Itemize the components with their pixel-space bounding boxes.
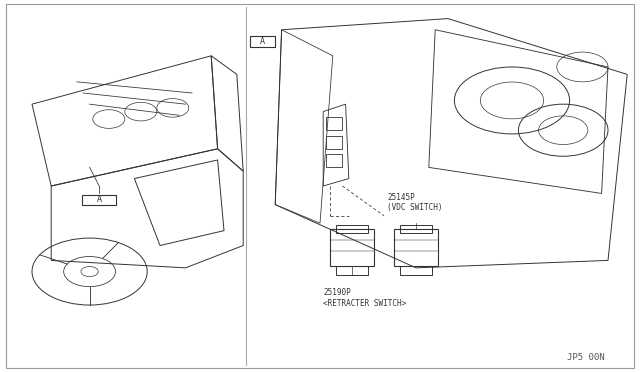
Bar <box>336 225 368 232</box>
Bar <box>330 229 374 266</box>
Bar <box>400 266 432 275</box>
Text: 25190P
<RETRACTER SWITCH>: 25190P <RETRACTER SWITCH> <box>323 288 406 308</box>
Text: A: A <box>260 37 265 46</box>
Bar <box>326 117 342 130</box>
Bar <box>326 154 342 167</box>
Bar <box>400 225 432 232</box>
Text: 25145P
(VDC SWITCH): 25145P (VDC SWITCH) <box>387 193 443 212</box>
Text: A: A <box>97 195 102 205</box>
FancyBboxPatch shape <box>250 36 275 47</box>
FancyBboxPatch shape <box>82 195 116 205</box>
Bar <box>336 266 368 275</box>
Bar <box>326 136 342 149</box>
Bar <box>394 229 438 266</box>
Text: JP5 00N: JP5 00N <box>567 353 604 362</box>
